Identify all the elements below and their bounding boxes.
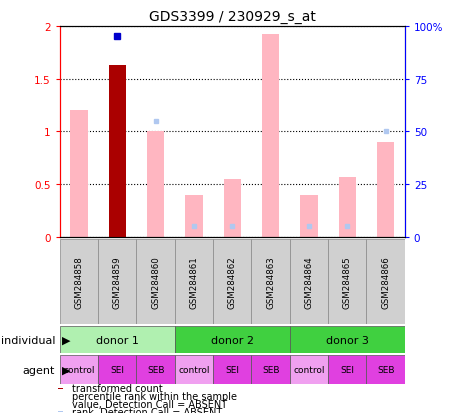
Bar xyxy=(213,240,251,324)
Bar xyxy=(70,111,87,237)
Text: GSM284865: GSM284865 xyxy=(342,256,351,308)
Bar xyxy=(174,240,213,324)
Text: GSM284861: GSM284861 xyxy=(189,256,198,308)
Text: ▶: ▶ xyxy=(62,335,70,345)
Bar xyxy=(251,240,289,324)
Text: GSM284859: GSM284859 xyxy=(112,256,122,308)
Text: SEB: SEB xyxy=(376,365,393,374)
Bar xyxy=(98,355,136,384)
Bar xyxy=(98,240,136,324)
Text: GSM284860: GSM284860 xyxy=(151,256,160,308)
Bar xyxy=(366,240,404,324)
Bar xyxy=(300,195,317,237)
Text: GSM284858: GSM284858 xyxy=(74,256,83,308)
Text: control: control xyxy=(178,365,209,374)
Bar xyxy=(289,326,404,353)
Text: donor 1: donor 1 xyxy=(95,335,139,345)
Text: ▶: ▶ xyxy=(62,365,70,375)
Text: GSM284863: GSM284863 xyxy=(266,256,274,308)
Text: SEI: SEI xyxy=(110,365,124,374)
Bar xyxy=(60,240,98,324)
Bar xyxy=(376,143,393,237)
Bar xyxy=(289,240,327,324)
Text: percentile rank within the sample: percentile rank within the sample xyxy=(72,391,237,401)
Text: donor 3: donor 3 xyxy=(325,335,368,345)
Text: rank, Detection Call = ABSENT: rank, Detection Call = ABSENT xyxy=(72,406,222,413)
Bar xyxy=(251,355,289,384)
Text: control: control xyxy=(292,365,324,374)
Text: agent: agent xyxy=(23,365,55,375)
Text: GSM284862: GSM284862 xyxy=(227,256,236,308)
Text: transformed count: transformed count xyxy=(72,383,163,394)
Bar xyxy=(327,355,366,384)
Bar xyxy=(174,326,289,353)
Bar xyxy=(60,355,98,384)
Text: SEI: SEI xyxy=(340,365,353,374)
Bar xyxy=(338,178,355,237)
Text: GSM284864: GSM284864 xyxy=(304,256,313,308)
Bar xyxy=(60,326,174,353)
Bar xyxy=(174,355,213,384)
Text: control: control xyxy=(63,365,95,374)
Bar xyxy=(58,388,62,389)
Bar xyxy=(223,180,241,237)
Text: GSM284866: GSM284866 xyxy=(381,256,389,308)
Bar xyxy=(136,240,174,324)
Bar xyxy=(185,195,202,237)
Text: SEI: SEI xyxy=(225,365,239,374)
Title: GDS3399 / 230929_s_at: GDS3399 / 230929_s_at xyxy=(149,10,315,24)
Bar xyxy=(147,132,164,237)
Bar xyxy=(108,66,126,237)
Bar xyxy=(289,355,327,384)
Text: individual: individual xyxy=(1,335,55,345)
Text: donor 2: donor 2 xyxy=(210,335,253,345)
Text: SEB: SEB xyxy=(261,365,279,374)
Bar xyxy=(366,355,404,384)
Bar xyxy=(262,35,279,237)
Bar xyxy=(213,355,251,384)
Bar xyxy=(327,240,366,324)
Text: value, Detection Call = ABSENT: value, Detection Call = ABSENT xyxy=(72,399,227,409)
Bar xyxy=(136,355,174,384)
Bar xyxy=(58,411,62,412)
Text: SEB: SEB xyxy=(146,365,164,374)
